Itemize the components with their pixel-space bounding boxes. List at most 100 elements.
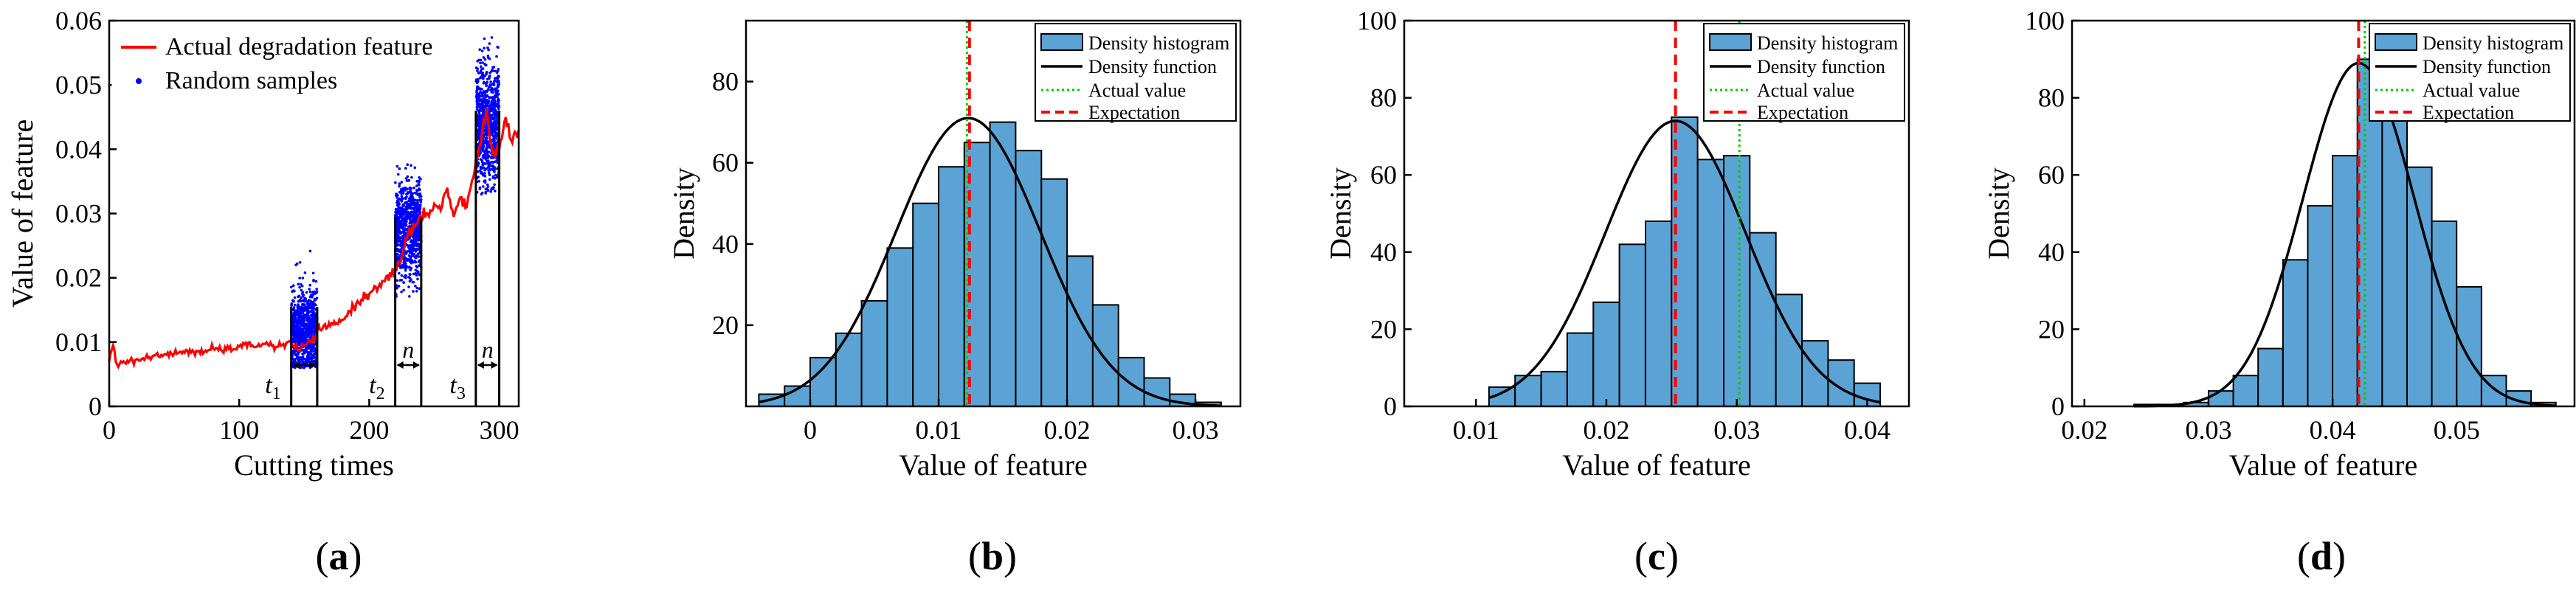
random-sample-point: [398, 243, 401, 246]
histogram-bar: [912, 202, 939, 407]
annotation-t-label: t3: [449, 372, 465, 403]
random-sample-point: [485, 71, 488, 74]
random-sample-point: [491, 134, 494, 137]
random-sample-point: [494, 128, 497, 131]
panel-caption-letter: b: [981, 534, 1004, 578]
random-sample-point: [407, 285, 410, 288]
random-sample-point: [494, 177, 497, 180]
panel-b-histogram-chart: 0 0.01 0.02 0.03 20 40 60 80 Value of feature Den…: [667, 19, 1242, 578]
x-tick-label: 0: [103, 415, 116, 445]
random-sample-point: [298, 277, 302, 280]
legend-expectation-label: Expectation: [1088, 102, 1180, 123]
random-sample-point: [479, 61, 482, 65]
random-sample-point: [300, 358, 303, 361]
random-sample-point: [476, 164, 480, 167]
arrow-head-left: [477, 361, 484, 369]
random-sample-point: [404, 262, 407, 265]
x-tick-label: 0.03: [1713, 415, 1760, 445]
random-sample-point: [292, 358, 295, 361]
random-sample-point: [402, 223, 406, 226]
random-sample-point: [493, 183, 496, 187]
random-sample-point: [300, 330, 304, 333]
random-sample-point: [404, 201, 407, 204]
histogram-bars: [1488, 116, 1882, 408]
random-sample-point: [308, 290, 312, 294]
random-sample-point: [399, 198, 402, 201]
histogram-bar: [1143, 377, 1171, 407]
random-sample-point: [313, 322, 316, 325]
random-sample-point: [482, 135, 486, 139]
random-sample-point: [314, 313, 317, 316]
histogram-bar: [1514, 375, 1542, 408]
random-sample-point: [400, 212, 403, 216]
y-tick-label: 0.03: [55, 199, 102, 229]
random-sample-point: [296, 336, 300, 339]
random-sample-point: [477, 72, 480, 74]
span-label-n: n: [482, 336, 494, 363]
random-sample-point: [418, 264, 421, 267]
legend-density-label: Density function: [1088, 56, 1217, 77]
y-tick-label: 40: [712, 229, 739, 259]
random-sample-point: [414, 272, 418, 276]
random-sample-point: [300, 320, 303, 323]
random-sample-point: [315, 296, 319, 300]
random-sample-point: [484, 128, 488, 131]
histogram-bar: [1540, 370, 1568, 407]
random-sample-point: [492, 128, 495, 131]
random-sample-point: [303, 341, 307, 344]
random-sample-point: [394, 210, 397, 214]
random-sample-point: [481, 74, 484, 77]
random-sample-point: [488, 77, 491, 80]
random-sample-point: [496, 133, 499, 136]
random-sample-point: [408, 260, 412, 263]
random-sample-point: [492, 97, 495, 101]
random-sample-point: [402, 288, 405, 292]
random-sample-point: [294, 326, 297, 329]
random-sample-point: [486, 55, 490, 58]
random-sample-point: [489, 80, 492, 83]
random-sample-point: [476, 67, 479, 70]
random-sample-point: [496, 86, 499, 88]
random-sample-point: [416, 235, 420, 238]
random-sample-point: [485, 84, 488, 87]
random-sample-point: [492, 80, 496, 83]
panel-caption: (d): [2297, 534, 2346, 578]
random-sample-point: [314, 291, 318, 295]
random-sample-point: [484, 95, 488, 99]
random-sample-point: [405, 205, 409, 209]
random-sample-point: [300, 288, 303, 292]
random-sample-point: [404, 196, 407, 200]
random-sample-point: [402, 260, 405, 264]
random-sample-point: [398, 167, 401, 170]
random-sample-point: [413, 217, 417, 220]
panel-caption-letter: c: [1648, 534, 1665, 578]
random-sample-point: [491, 83, 494, 86]
random-sample-point: [405, 243, 409, 247]
random-sample-point: [484, 103, 488, 107]
random-sample-point: [489, 190, 492, 193]
random-sample-point: [414, 285, 417, 288]
random-sample-point: [303, 299, 306, 303]
x-axis-label: Value of feature: [899, 448, 1087, 482]
random-sample-point: [480, 65, 483, 69]
random-sample-point: [406, 212, 409, 216]
histogram-bar: [2332, 155, 2358, 407]
random-sample-point: [400, 181, 404, 184]
arrow-head-left: [396, 361, 404, 369]
random-sample-point: [491, 187, 495, 190]
legend-histogram-swatch: [2375, 33, 2417, 51]
random-sample-point: [401, 197, 404, 201]
random-sample-point: [301, 353, 304, 355]
random-sample-point: [497, 83, 500, 86]
random-sample-point: [410, 210, 413, 214]
random-sample-point: [483, 46, 486, 50]
random-sample-point: [301, 277, 305, 280]
random-sample-point: [311, 296, 314, 299]
random-sample-point: [303, 309, 306, 313]
random-sample-point: [497, 98, 500, 102]
legend-actual-label: Actual value: [2423, 80, 2520, 101]
random-sample-point: [308, 249, 312, 253]
histogram-bar: [2257, 347, 2284, 408]
random-sample-point: [489, 106, 492, 109]
